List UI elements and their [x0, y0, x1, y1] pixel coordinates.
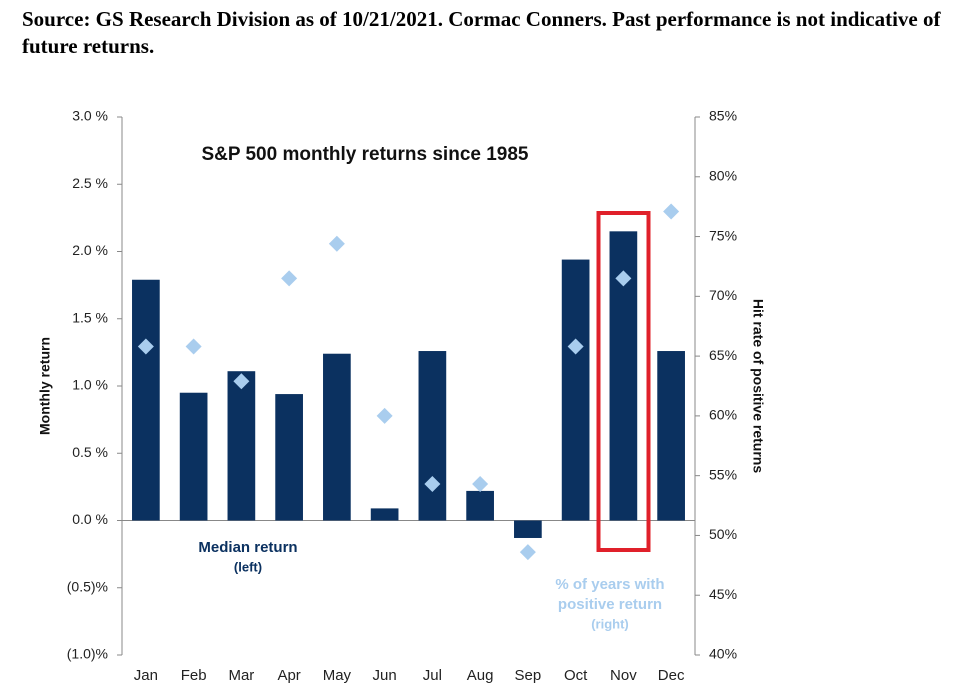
bar	[466, 490, 494, 521]
y-axis-title: Monthly return	[37, 337, 53, 435]
y-tick-label: 2.5 %	[72, 175, 108, 191]
bar	[514, 520, 542, 538]
y2-tick-label: 60%	[709, 407, 737, 423]
y2-tick-label: 75%	[709, 227, 737, 243]
y-tick-label: 2.0 %	[72, 242, 108, 258]
bar	[657, 351, 685, 521]
source-note: Source: GS Research Division as of 10/21…	[22, 7, 941, 58]
diamond-marker	[615, 270, 632, 287]
bar	[179, 392, 208, 521]
y2-tick-label: 40%	[709, 646, 737, 662]
bar	[323, 353, 351, 521]
y2-tick-label: 50%	[709, 526, 737, 542]
y2-tick-label: 55%	[709, 466, 737, 482]
x-tick-label: Sep	[515, 667, 542, 684]
annotation: positive return	[558, 596, 662, 613]
diamond-marker	[663, 203, 680, 220]
y-tick-label: 0.0 %	[72, 511, 108, 527]
highlight-box	[596, 211, 651, 552]
y2-axis-title: Hit rate of positive returns	[750, 299, 766, 473]
y2-tick-label: 80%	[709, 167, 737, 183]
x-tick-label: Jan	[134, 667, 158, 684]
diamond-marker	[519, 544, 536, 561]
x-tick-label: May	[323, 667, 352, 684]
chart-title: S&P 500 monthly returns since 1985	[201, 144, 528, 165]
annotation: Median return	[198, 539, 297, 556]
x-tick-label: Oct	[564, 667, 588, 684]
x-tick-label: Feb	[181, 667, 207, 684]
annotation: (left)	[234, 559, 262, 574]
x-tick-label: Mar	[228, 667, 254, 684]
diamond-marker	[567, 338, 584, 355]
bar	[561, 259, 590, 521]
x-tick-label: Dec	[658, 667, 685, 684]
y-tick-label: 1.0 %	[72, 377, 108, 393]
bar	[370, 508, 399, 521]
y2-tick-label: 85%	[709, 108, 737, 124]
y-tick-label: 0.5 %	[72, 444, 108, 460]
diamond-marker	[233, 373, 250, 390]
diamond-marker	[185, 338, 202, 355]
y2-tick-label: 65%	[709, 347, 737, 363]
x-tick-label: Jul	[423, 667, 442, 684]
y2-tick-label: 45%	[709, 586, 737, 602]
annotation: (right)	[591, 616, 629, 631]
bar	[418, 351, 447, 521]
diamond-marker	[281, 270, 298, 287]
diamond-marker	[137, 338, 154, 355]
diamond-marker	[424, 476, 441, 493]
bar	[132, 279, 160, 521]
diamond-marker	[376, 407, 393, 424]
x-tick-label: Aug	[467, 667, 494, 684]
y2-tick-label: 70%	[709, 287, 737, 303]
diamond-marker	[472, 476, 489, 493]
y-tick-label: 3.0 %	[72, 108, 108, 124]
y-tick-label: 1.5 %	[72, 309, 108, 325]
y-tick-label: (0.5)%	[67, 578, 108, 594]
x-tick-label: Nov	[610, 667, 637, 684]
x-tick-label: Jun	[373, 667, 397, 684]
bar	[275, 394, 303, 521]
annotation: % of years with	[555, 576, 664, 593]
y-tick-label: (1.0)%	[67, 646, 108, 662]
diamond-marker	[328, 235, 345, 252]
x-tick-label: Apr	[277, 667, 300, 684]
bar	[227, 371, 256, 521]
